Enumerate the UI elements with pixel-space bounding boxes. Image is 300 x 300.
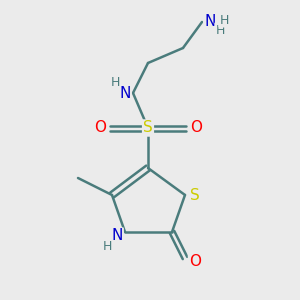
Text: S: S [190, 188, 200, 202]
Text: N: N [119, 85, 131, 100]
Text: H: H [215, 23, 225, 37]
Text: O: O [94, 121, 106, 136]
Text: H: H [219, 14, 229, 26]
Text: S: S [143, 121, 153, 136]
Text: O: O [190, 121, 202, 136]
Text: O: O [189, 254, 201, 269]
Text: H: H [110, 76, 120, 89]
Text: N: N [111, 229, 123, 244]
Text: H: H [102, 239, 112, 253]
Text: N: N [204, 14, 216, 29]
